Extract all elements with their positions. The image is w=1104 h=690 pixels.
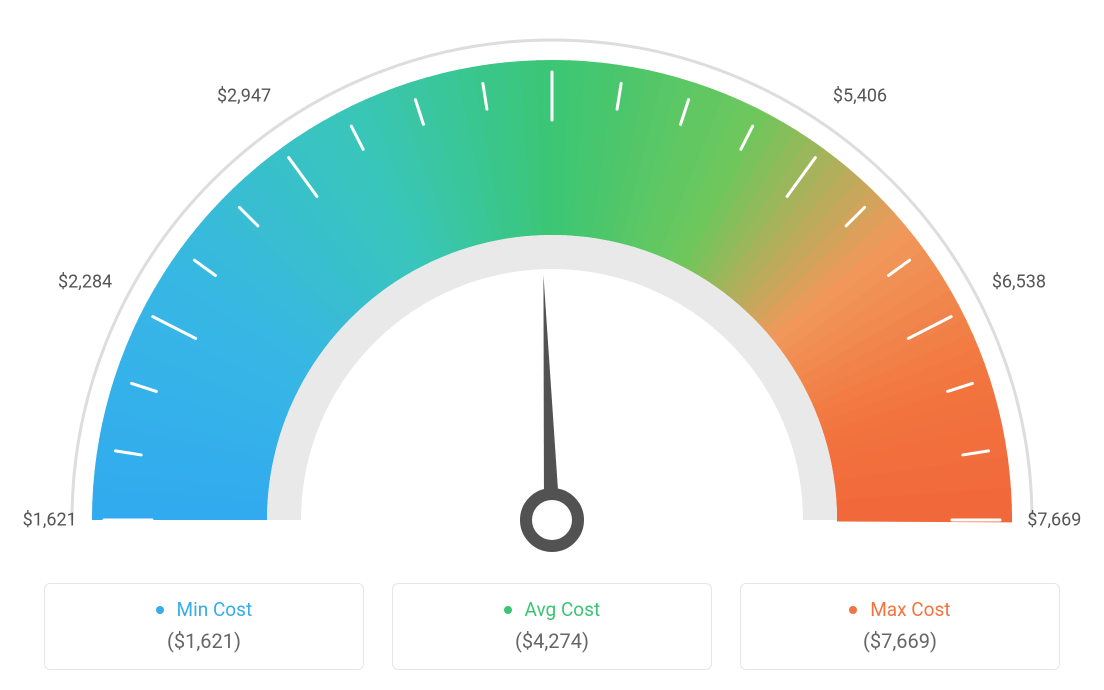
- min-cost-title: Min Cost: [63, 598, 345, 621]
- dot-icon: [156, 606, 164, 614]
- summary-cards: Min Cost ($1,621) Avg Cost ($4,274) Max …: [0, 583, 1104, 670]
- gauge-tick-label: $2,947: [217, 86, 271, 107]
- gauge-tick-label: $2,284: [58, 272, 112, 293]
- avg-cost-label: Avg Cost: [525, 598, 601, 621]
- max-cost-value: ($7,669): [759, 629, 1041, 653]
- max-cost-title: Max Cost: [759, 598, 1041, 621]
- gauge-tick-label: $7,669: [1027, 510, 1081, 531]
- gauge-tick-label: $5,406: [833, 86, 887, 107]
- min-cost-label: Min Cost: [177, 598, 253, 621]
- max-cost-card: Max Cost ($7,669): [740, 583, 1060, 670]
- gauge-chart: $1,621$2,284$2,947$4,274$5,406$6,538$7,6…: [0, 0, 1104, 560]
- dot-icon: [504, 606, 512, 614]
- dot-icon: [849, 606, 857, 614]
- max-cost-label: Max Cost: [870, 598, 950, 621]
- avg-cost-value: ($4,274): [411, 629, 693, 653]
- min-cost-card: Min Cost ($1,621): [44, 583, 364, 670]
- gauge-tick-label: $6,538: [992, 272, 1046, 293]
- min-cost-value: ($1,621): [63, 629, 345, 653]
- avg-cost-card: Avg Cost ($4,274): [392, 583, 712, 670]
- gauge-tick-label: $1,621: [23, 510, 77, 531]
- gauge-svg: [0, 0, 1104, 560]
- avg-cost-title: Avg Cost: [411, 598, 693, 621]
